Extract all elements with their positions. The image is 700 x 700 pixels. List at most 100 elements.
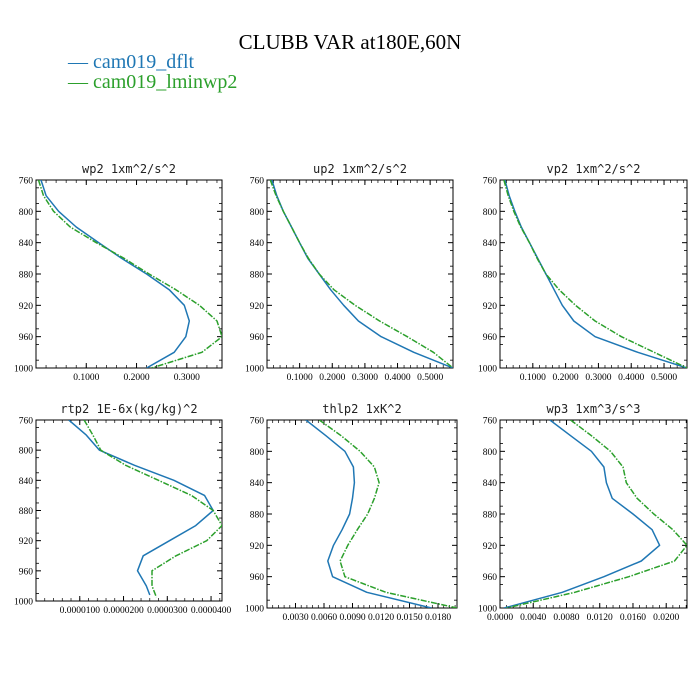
panel-title: wp3 1xm^3/s^3 <box>547 402 641 416</box>
y-tick-label: 800 <box>19 447 34 457</box>
x-tick-label: 0.0030 <box>282 613 308 623</box>
panel-2: up2 1xm^2/s^2 760 800 840 880 920 960 1000 0.100… <box>245 162 454 383</box>
series-line-lminwp2 <box>506 420 687 608</box>
x-tick-label: 0.0000200 <box>103 606 144 616</box>
y-tick-label: 800 <box>483 448 498 458</box>
y-tick-label: 840 <box>483 239 498 249</box>
y-tick-label: 800 <box>483 208 498 218</box>
plot-frame <box>499 179 688 369</box>
y-tick-label: 800 <box>250 448 265 458</box>
series-line-lminwp2 <box>269 180 453 368</box>
y-tick-label: 840 <box>250 239 265 249</box>
x-tick-label: 0.1000 <box>287 373 313 383</box>
x-tick-label: 0.2000 <box>123 373 149 383</box>
y-tick-label: 840 <box>483 479 498 489</box>
y-tick-label: 880 <box>19 507 34 517</box>
x-tick-label: 0.3000 <box>585 373 611 383</box>
plot-frame <box>35 179 223 369</box>
legend-swatch-dflt: — <box>68 51 88 73</box>
y-tick-label: 1000 <box>14 598 33 608</box>
legend-item-dflt: — cam019_dflt <box>68 52 237 72</box>
y-tick-label: 760 <box>250 417 265 427</box>
x-tick-label: 0.0180 <box>425 613 451 623</box>
panel-title: wp2 1xm^2/s^2 <box>82 162 176 176</box>
y-tick-label: 920 <box>19 537 34 547</box>
series-line-dflt <box>68 420 214 596</box>
x-tick-label: 0.0000 <box>487 613 513 623</box>
x-tick-label: 0.0000100 <box>60 606 101 616</box>
y-tick-label: 960 <box>483 333 498 343</box>
y-tick-label: 960 <box>250 573 265 583</box>
legend-label-lminwp2: cam019_lminwp2 <box>93 71 238 93</box>
x-tick-label: 0.4000 <box>618 373 644 383</box>
y-tick-label: 760 <box>19 177 34 187</box>
x-tick-label: 0.0150 <box>396 613 422 623</box>
y-tick-label: 880 <box>483 271 498 281</box>
series-line-lminwp2 <box>83 420 222 598</box>
x-tick-label: 0.3000 <box>352 373 378 383</box>
x-tick-label: 0.1000 <box>520 373 546 383</box>
y-tick-label: 760 <box>483 417 498 427</box>
x-tick-label: 0.0040 <box>520 613 546 623</box>
y-tick-label: 800 <box>19 208 34 218</box>
panel-4: rtp2 1E-6x(kg/kg)^2 760 800 840 880 920 960 100… <box>14 402 231 616</box>
y-tick-label: 960 <box>19 567 34 577</box>
plot-frame <box>266 419 458 609</box>
panel-title: up2 1xm^2/s^2 <box>313 162 407 176</box>
y-tick-label: 760 <box>483 177 498 187</box>
legend-label-dflt: cam019_dflt <box>93 51 195 73</box>
y-tick-label: 880 <box>250 511 265 521</box>
y-tick-label: 880 <box>19 271 34 281</box>
figure-title: CLUBB VAR at180E,60N <box>238 30 462 54</box>
legend-item-lminwp2: — cam019_lminwp2 <box>68 72 237 92</box>
x-tick-label: 0.0080 <box>553 613 579 623</box>
x-tick-label: 0.0090 <box>339 613 365 623</box>
y-tick-label: 840 <box>19 239 34 249</box>
y-tick-label: 920 <box>250 302 265 312</box>
x-tick-label: 0.0120 <box>587 613 613 623</box>
y-tick-label: 1000 <box>14 365 33 375</box>
panel-3: vp2 1xm^2/s^2 760 800 840 880 920 960 1000 0.100… <box>478 162 688 383</box>
series-line-dflt <box>40 180 191 368</box>
y-tick-label: 760 <box>250 177 265 187</box>
y-tick-label: 960 <box>483 573 498 583</box>
y-tick-label: 880 <box>483 511 498 521</box>
x-tick-label: 0.4000 <box>384 373 410 383</box>
panel-title: thlp2 1xK^2 <box>322 402 401 416</box>
x-tick-label: 0.0000400 <box>191 606 232 616</box>
x-tick-label: 0.0060 <box>311 613 337 623</box>
y-tick-label: 1000 <box>245 605 264 615</box>
legend: — cam019_dflt — cam019_lminwp2 <box>68 52 237 92</box>
x-tick-label: 0.0200 <box>653 613 679 623</box>
y-tick-label: 840 <box>250 479 265 489</box>
series-line-dflt <box>504 420 661 608</box>
y-tick-label: 840 <box>19 477 34 487</box>
x-tick-label: 0.5000 <box>417 373 443 383</box>
legend-swatch-lminwp2: — <box>68 71 88 93</box>
y-tick-label: 920 <box>250 542 265 552</box>
y-tick-label: 1000 <box>478 365 497 375</box>
series-line-dflt <box>504 180 687 368</box>
panel-title: rtp2 1E-6x(kg/kg)^2 <box>60 402 197 416</box>
y-tick-label: 960 <box>19 333 34 343</box>
series-line-dflt <box>305 420 432 608</box>
y-tick-label: 800 <box>250 208 265 218</box>
x-tick-label: 0.0000300 <box>147 606 188 616</box>
series-line-lminwp2 <box>503 180 687 368</box>
x-tick-label: 0.5000 <box>651 373 677 383</box>
y-tick-label: 920 <box>483 302 498 312</box>
panel-title: vp2 1xm^2/s^2 <box>547 162 641 176</box>
panel-6: wp3 1xm^3/s^3 760 800 840 880 920 960 10000.000… <box>478 402 688 623</box>
x-tick-label: 0.0120 <box>368 613 394 623</box>
y-tick-label: 760 <box>19 417 34 427</box>
plot-frame <box>35 419 223 602</box>
x-tick-label: 0.2000 <box>319 373 345 383</box>
series-line-dflt <box>271 180 453 368</box>
x-tick-label: 0.1000 <box>73 373 99 383</box>
y-tick-label: 880 <box>250 271 265 281</box>
x-tick-label: 0.3000 <box>174 373 200 383</box>
y-tick-label: 1000 <box>478 605 497 615</box>
y-tick-label: 920 <box>19 302 34 312</box>
